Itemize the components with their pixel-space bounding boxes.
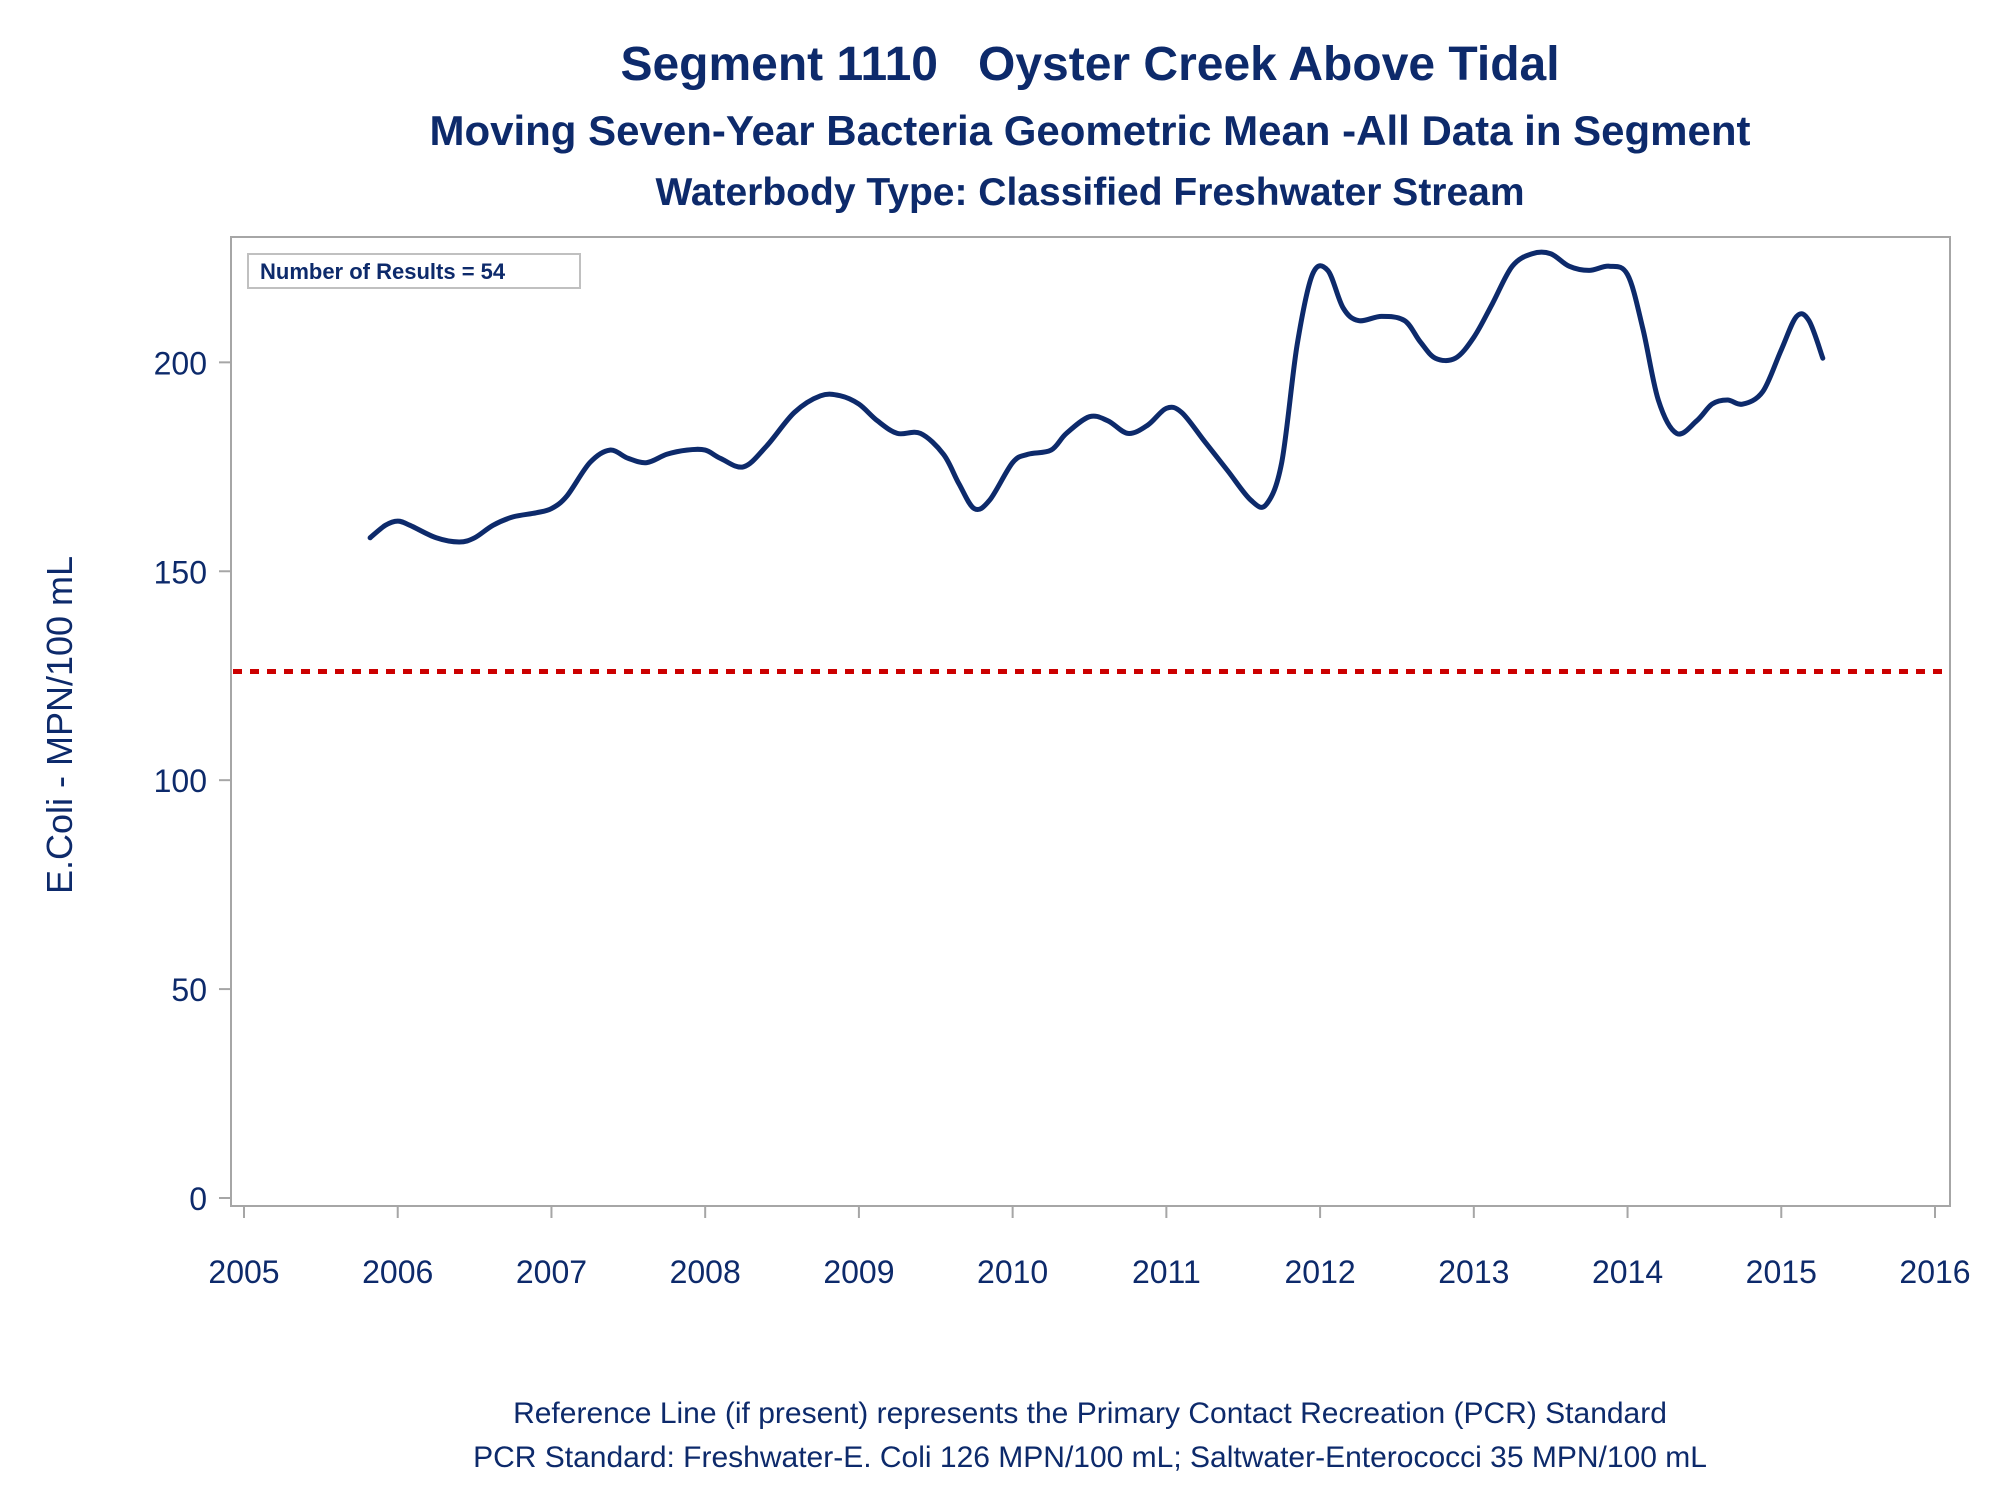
results-count-box — [247, 253, 581, 289]
chart-subtitle-waterbody: Waterbody Type: Classified Freshwater St… — [655, 171, 1524, 214]
x-tick-label: 2014 — [1592, 1254, 1663, 1290]
y-tick-label: 200 — [154, 345, 207, 381]
x-tick-label: 2006 — [362, 1254, 433, 1290]
y-tick-label: 50 — [171, 972, 207, 1008]
x-axis: 2005 2006 2007 2008 2009 2010 2011 2012 2013 2014… — [208, 1206, 1971, 1290]
y-tick-label: 0 — [189, 1181, 207, 1217]
x-tick-label: 2007 — [516, 1254, 587, 1290]
x-tick-label: 2005 — [208, 1254, 279, 1290]
x-tick-label: 2013 — [1438, 1254, 1509, 1290]
footnote-pcr-standard: PCR Standard: Freshwater-E. Coli 126 MPN… — [473, 1441, 1707, 1474]
x-tick-label: 2009 — [823, 1254, 894, 1290]
x-tick-label: 2016 — [1899, 1254, 1970, 1290]
series-group — [367, 249, 1826, 545]
y-axis-label: E.Coli - MPN/100 mL — [39, 556, 80, 894]
y-axis: 0 50 100 150 200 — [154, 345, 231, 1217]
y-tick-label: 150 — [154, 554, 207, 590]
x-tick-label: 2015 — [1746, 1254, 1817, 1290]
results-count-label: Number of Results = 54 — [260, 259, 506, 284]
footnote-reference-line: Reference Line (if present) represents t… — [513, 1397, 1667, 1430]
x-tick-label: 2011 — [1132, 1254, 1201, 1290]
chart-title: Segment 1110 Oyster Creek Above Tidal — [620, 38, 1559, 91]
x-tick-label: 2010 — [977, 1254, 1048, 1290]
x-tick-label: 2008 — [670, 1254, 741, 1290]
plot-area — [230, 236, 1951, 1207]
series-line-geometric-mean — [367, 249, 1826, 545]
x-tick-label: 2012 — [1284, 1254, 1355, 1290]
chart-subtitle: Moving Seven-Year Bacteria Geometric Mea… — [429, 107, 1750, 154]
y-tick-label: 100 — [154, 763, 207, 799]
